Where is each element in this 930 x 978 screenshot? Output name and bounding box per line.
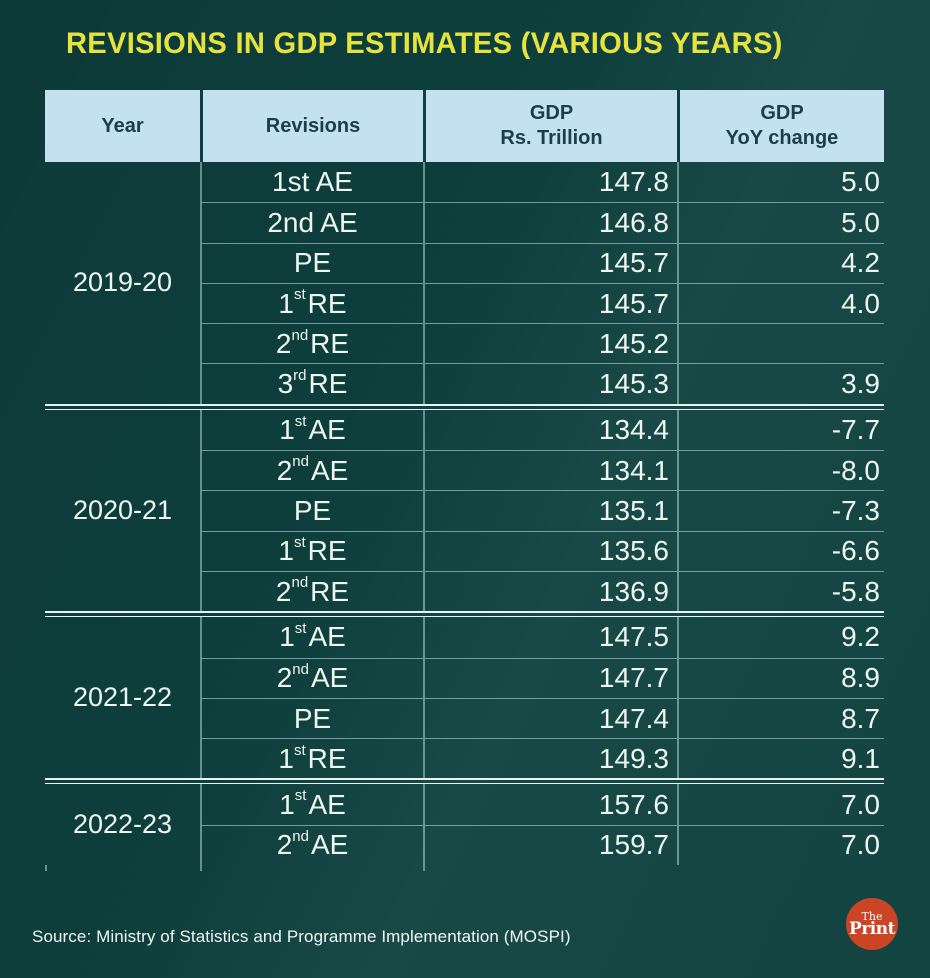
year-cell: 2022-23: [72, 809, 173, 840]
revision-cell: PE: [200, 242, 423, 283]
gdp-value-cell: 147.7: [423, 657, 677, 698]
yoy-value-cell: 9.2: [677, 617, 884, 658]
revision-cell: 2nd AE: [200, 202, 423, 243]
year-group-separator: [45, 403, 884, 410]
yoy-value-cell: 9.1: [677, 738, 884, 779]
logo-the-text: The: [861, 909, 883, 923]
column-header-yoy: GDP YoY change: [677, 90, 884, 162]
year-cell: 2021-22: [72, 682, 173, 713]
theprint-logo: The Print: [846, 898, 898, 950]
page-title: REVISIONS IN GDP ESTIMATES (VARIOUS YEAR…: [66, 27, 783, 60]
year-cell: 2019-20: [72, 267, 173, 298]
year-group: 2019-20 1st AE 147.8 5.0 2nd AE 146.8 5.0 PE 145…: [45, 162, 884, 404]
gdp-value-cell: 135.1: [423, 490, 677, 531]
column-line-stubs: [45, 865, 884, 872]
yoy-value-cell: 5.0: [677, 162, 884, 203]
yoy-value-cell: -8.0: [677, 450, 884, 491]
yoy-value-cell: 7.0: [677, 784, 884, 825]
yoy-value-cell: 5.0: [677, 202, 884, 243]
yoy-value-cell: 4.0: [677, 282, 884, 324]
gdp-value-cell: 135.6: [423, 530, 677, 571]
gdp-revisions-table: Year Revisions GDP Rs. Trillion GDP YoY …: [45, 90, 884, 872]
revision-cell: 1st AE: [200, 162, 423, 203]
gdp-value-cell: 149.3: [423, 738, 677, 779]
gdp-value-cell: 136.9: [423, 570, 677, 612]
column-line-stub: [423, 865, 677, 872]
yoy-value-cell: 8.7: [677, 697, 884, 739]
yoy-value-cell: 8.9: [677, 657, 884, 698]
yoy-value-cell: 7.0: [677, 824, 884, 866]
yoy-value-cell: -7.7: [677, 409, 884, 451]
column-header-gdp: GDP Rs. Trillion: [423, 90, 677, 162]
gdp-value-cell: 146.8: [423, 202, 677, 243]
yoy-value-cell: 3.9: [677, 363, 884, 404]
gdp-value-cell: 145.7: [423, 282, 677, 324]
year-group-separator: [45, 778, 884, 785]
logo-print-text: Print: [849, 918, 895, 939]
yoy-value-cell: 4.2: [677, 242, 884, 283]
gdp-value-cell: 145.7: [423, 242, 677, 283]
column-header-year: Year: [101, 114, 144, 137]
revision-cell: PE: [200, 490, 423, 531]
gdp-value-cell: 159.7: [423, 824, 677, 866]
source-caption: Source: Ministry of Statistics and Progr…: [32, 927, 571, 946]
gdp-value-cell: 134.4: [423, 409, 677, 451]
yoy-value-cell: -5.8: [677, 570, 884, 612]
yoy-value-cell: -6.6: [677, 530, 884, 571]
yoy-value-cell: [677, 323, 884, 364]
gdp-value-cell: 147.8: [423, 162, 677, 203]
gdp-value-cell: 145.3: [423, 363, 677, 404]
column-line-stub: [45, 865, 200, 872]
column-line-stub: [200, 865, 423, 872]
year-group-separator: [45, 611, 884, 618]
year-cell: 2020-21: [72, 495, 173, 526]
table-header-row: Year Revisions GDP Rs. Trillion GDP YoY …: [45, 90, 884, 162]
gdp-value-cell: 145.2: [423, 323, 677, 364]
revision-cell: PE: [200, 697, 423, 739]
gdp-value-cell: 147.4: [423, 697, 677, 739]
yoy-value-cell: -7.3: [677, 490, 884, 531]
table-body: 2019-20 1st AE 147.8 5.0 2nd AE 146.8 5.0 PE 145…: [45, 162, 884, 872]
gdp-value-cell: 157.6: [423, 784, 677, 825]
gdp-value-cell: 147.5: [423, 617, 677, 658]
column-header-revisions: Revisions: [200, 90, 423, 162]
gdp-value-cell: 134.1: [423, 450, 677, 491]
